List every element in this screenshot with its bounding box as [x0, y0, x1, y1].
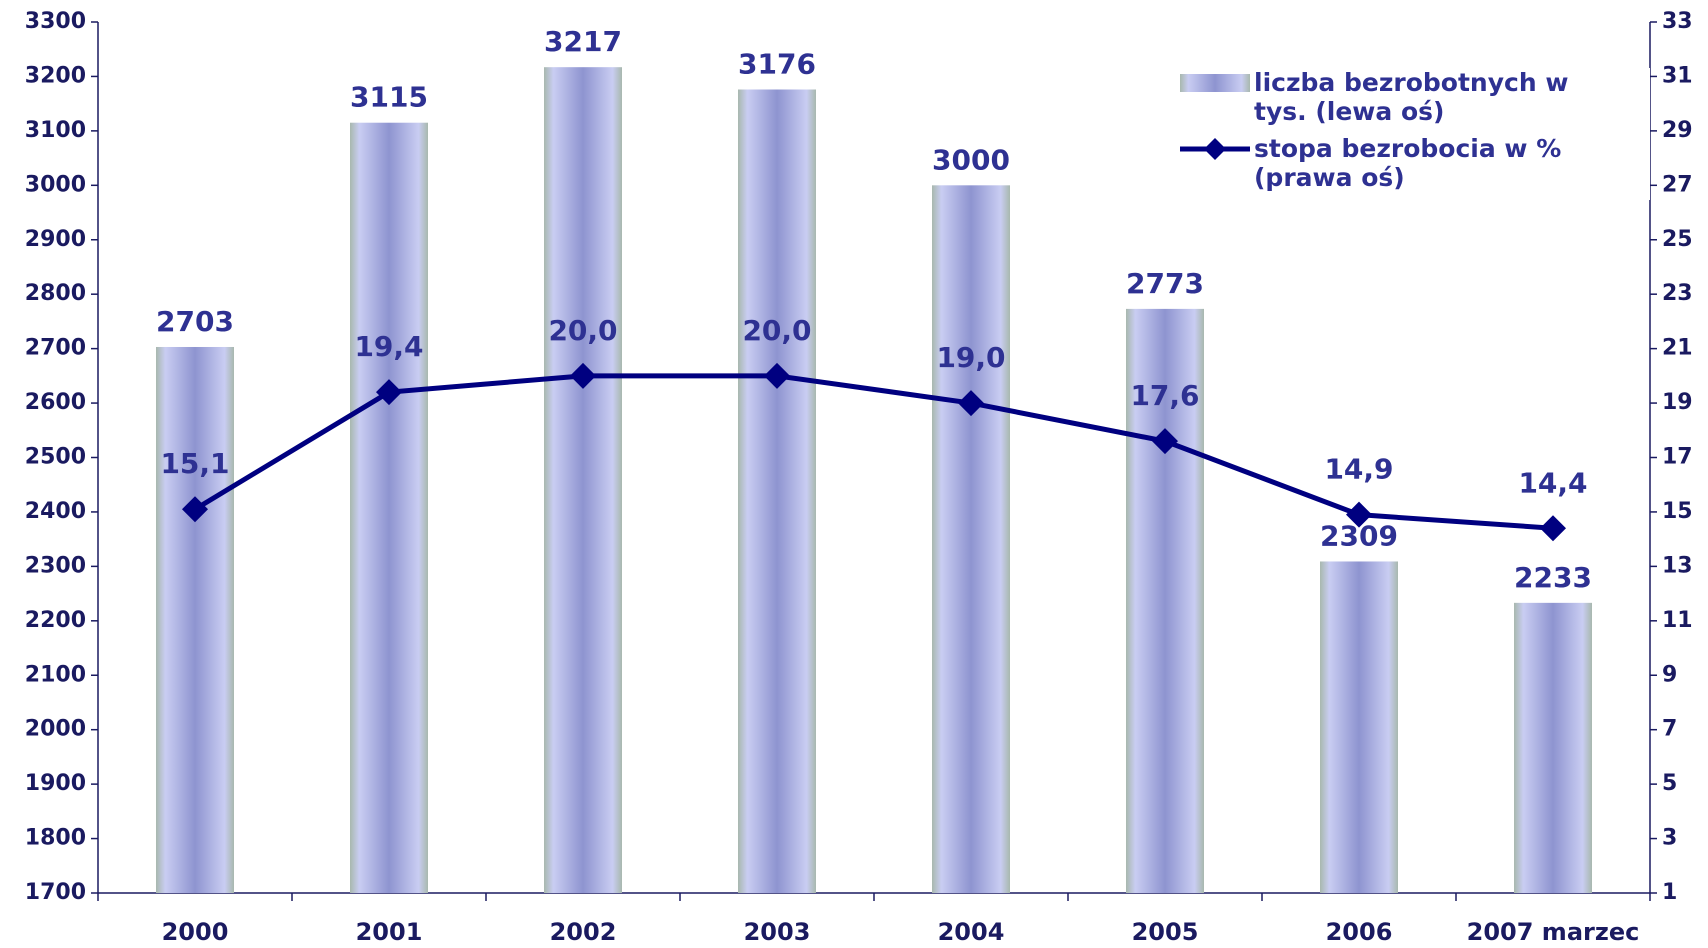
- legend-item: liczba bezrobotnych w tys. (lewa oś): [1180, 68, 1650, 126]
- y2-tick-label: 25: [1662, 227, 1693, 252]
- bar: [932, 185, 1010, 893]
- legend-swatch: [1180, 74, 1250, 92]
- bar-value-label: 3176: [738, 48, 816, 81]
- line-marker: [1152, 428, 1178, 455]
- bar: [1126, 308, 1204, 893]
- y-tick-label: 3000: [25, 172, 86, 197]
- y2-tick-label: 9: [1662, 662, 1677, 687]
- y-tick-label: 2600: [25, 390, 86, 415]
- line-value-label: 20,0: [742, 314, 811, 347]
- y2-tick-label: 33: [1662, 9, 1693, 34]
- line-marker: [764, 362, 790, 389]
- bar-value-label: 3217: [544, 25, 622, 58]
- bar: [1514, 602, 1592, 893]
- line-value-label: 15,1: [160, 447, 229, 480]
- y-tick-label: 1900: [25, 771, 86, 796]
- bar-value-label: 2703: [156, 305, 234, 338]
- x-tick-label: 2007 marzec: [1467, 918, 1640, 946]
- y2-tick-label: 17: [1662, 445, 1693, 470]
- bar: [156, 346, 234, 893]
- y-tick-label: 2400: [25, 499, 86, 524]
- y-tick-label: 3300: [25, 9, 86, 34]
- y2-tick-label: 1: [1662, 880, 1677, 905]
- line-marker: [1346, 501, 1372, 528]
- y2-tick-label: 29: [1662, 118, 1693, 143]
- line-marker: [958, 390, 984, 417]
- line-marker: [570, 362, 596, 389]
- legend-label: liczba bezrobotnych w tys. (lewa oś): [1254, 68, 1569, 126]
- line-value-label: 14,4: [1518, 466, 1587, 499]
- y-tick-label: 2300: [25, 553, 86, 578]
- bar: [544, 67, 622, 894]
- y2-tick-label: 7: [1662, 717, 1677, 742]
- x-tick-label: 2004: [938, 918, 1005, 946]
- x-tick-label: 2005: [1132, 918, 1199, 946]
- line-value-label: 17,6: [1130, 379, 1199, 412]
- bar: [1320, 561, 1398, 893]
- line-value-label: 20,0: [548, 314, 617, 347]
- y-tick-label: 2200: [25, 608, 86, 633]
- y-tick-label: 2000: [25, 717, 86, 742]
- y2-tick-label: 31: [1662, 63, 1693, 88]
- legend-item: stopa bezrobocia w % (prawa oś): [1180, 134, 1650, 192]
- y2-tick-label: 21: [1662, 336, 1693, 361]
- y-tick-label: 3100: [25, 118, 86, 143]
- bar-value-label: 2773: [1126, 267, 1204, 300]
- legend-swatch: [1180, 134, 1250, 164]
- y2-tick-label: 23: [1662, 281, 1693, 306]
- x-tick-label: 2000: [162, 918, 229, 946]
- line-value-label: 19,4: [354, 330, 423, 363]
- y2-tick-label: 15: [1662, 499, 1693, 524]
- bar-value-label: 3115: [350, 81, 428, 114]
- bar: [738, 89, 816, 893]
- y2-tick-label: 13: [1662, 553, 1693, 578]
- line-value-label: 19,0: [936, 341, 1005, 374]
- x-tick-label: 2001: [356, 918, 423, 946]
- y2-tick-label: 11: [1662, 608, 1693, 633]
- x-tick-label: 2002: [550, 918, 617, 946]
- line-value-label: 14,9: [1324, 453, 1393, 486]
- bar: [350, 122, 428, 894]
- bar-value-label: 2233: [1514, 561, 1592, 594]
- y2-tick-label: 3: [1662, 826, 1677, 851]
- y2-tick-label: 19: [1662, 390, 1693, 415]
- bar-value-label: 3000: [932, 143, 1010, 176]
- line-marker: [182, 496, 208, 523]
- y-tick-label: 3200: [25, 63, 86, 88]
- y-tick-label: 2900: [25, 227, 86, 252]
- y2-tick-label: 27: [1662, 172, 1693, 197]
- legend: liczba bezrobotnych w tys. (lewa oś) stop…: [1180, 68, 1650, 200]
- y-tick-label: 2700: [25, 336, 86, 361]
- x-tick-label: 2006: [1326, 918, 1393, 946]
- x-tick-label: 2003: [744, 918, 811, 946]
- y-tick-label: 1700: [25, 880, 86, 905]
- y-tick-label: 2500: [25, 445, 86, 470]
- line-marker: [376, 379, 402, 406]
- y-tick-label: 2800: [25, 281, 86, 306]
- line: [193, 373, 1554, 531]
- y2-tick-label: 5: [1662, 771, 1677, 796]
- line-marker: [1540, 515, 1566, 542]
- legend-label: stopa bezrobocia w % (prawa oś): [1254, 134, 1562, 192]
- y-tick-label: 2100: [25, 662, 86, 687]
- y-tick-label: 1800: [25, 826, 86, 851]
